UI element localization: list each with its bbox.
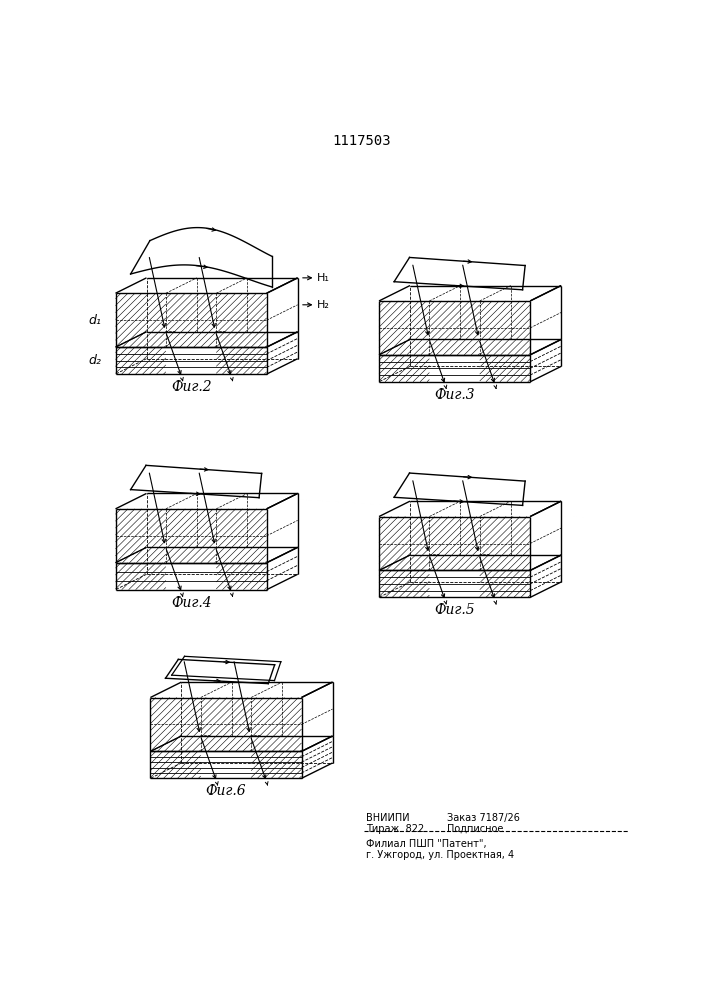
Text: ВНИИПИ: ВНИИПИ (366, 813, 409, 823)
Text: Фиг.2: Фиг.2 (171, 380, 211, 394)
Text: г. Ужгород, ул. Проектная, 4: г. Ужгород, ул. Проектная, 4 (366, 850, 514, 860)
Text: Подписное: Подписное (448, 824, 503, 834)
Text: d₂: d₂ (88, 354, 102, 367)
Text: Заказ 7187/26: Заказ 7187/26 (448, 813, 520, 823)
Text: 1117503: 1117503 (332, 134, 391, 148)
Text: H₁: H₁ (317, 273, 330, 283)
Text: Тираж  822: Тираж 822 (366, 824, 424, 834)
Text: Фиг.4: Фиг.4 (171, 596, 211, 610)
Text: Фиг.5: Фиг.5 (434, 603, 475, 617)
Text: Фиг.6: Фиг.6 (206, 784, 246, 798)
Text: d₁: d₁ (88, 314, 102, 327)
Text: Фиг.3: Фиг.3 (434, 388, 475, 402)
Text: Филиал ПШП "Патент",: Филиал ПШП "Патент", (366, 839, 486, 849)
Text: H₂: H₂ (317, 300, 330, 310)
